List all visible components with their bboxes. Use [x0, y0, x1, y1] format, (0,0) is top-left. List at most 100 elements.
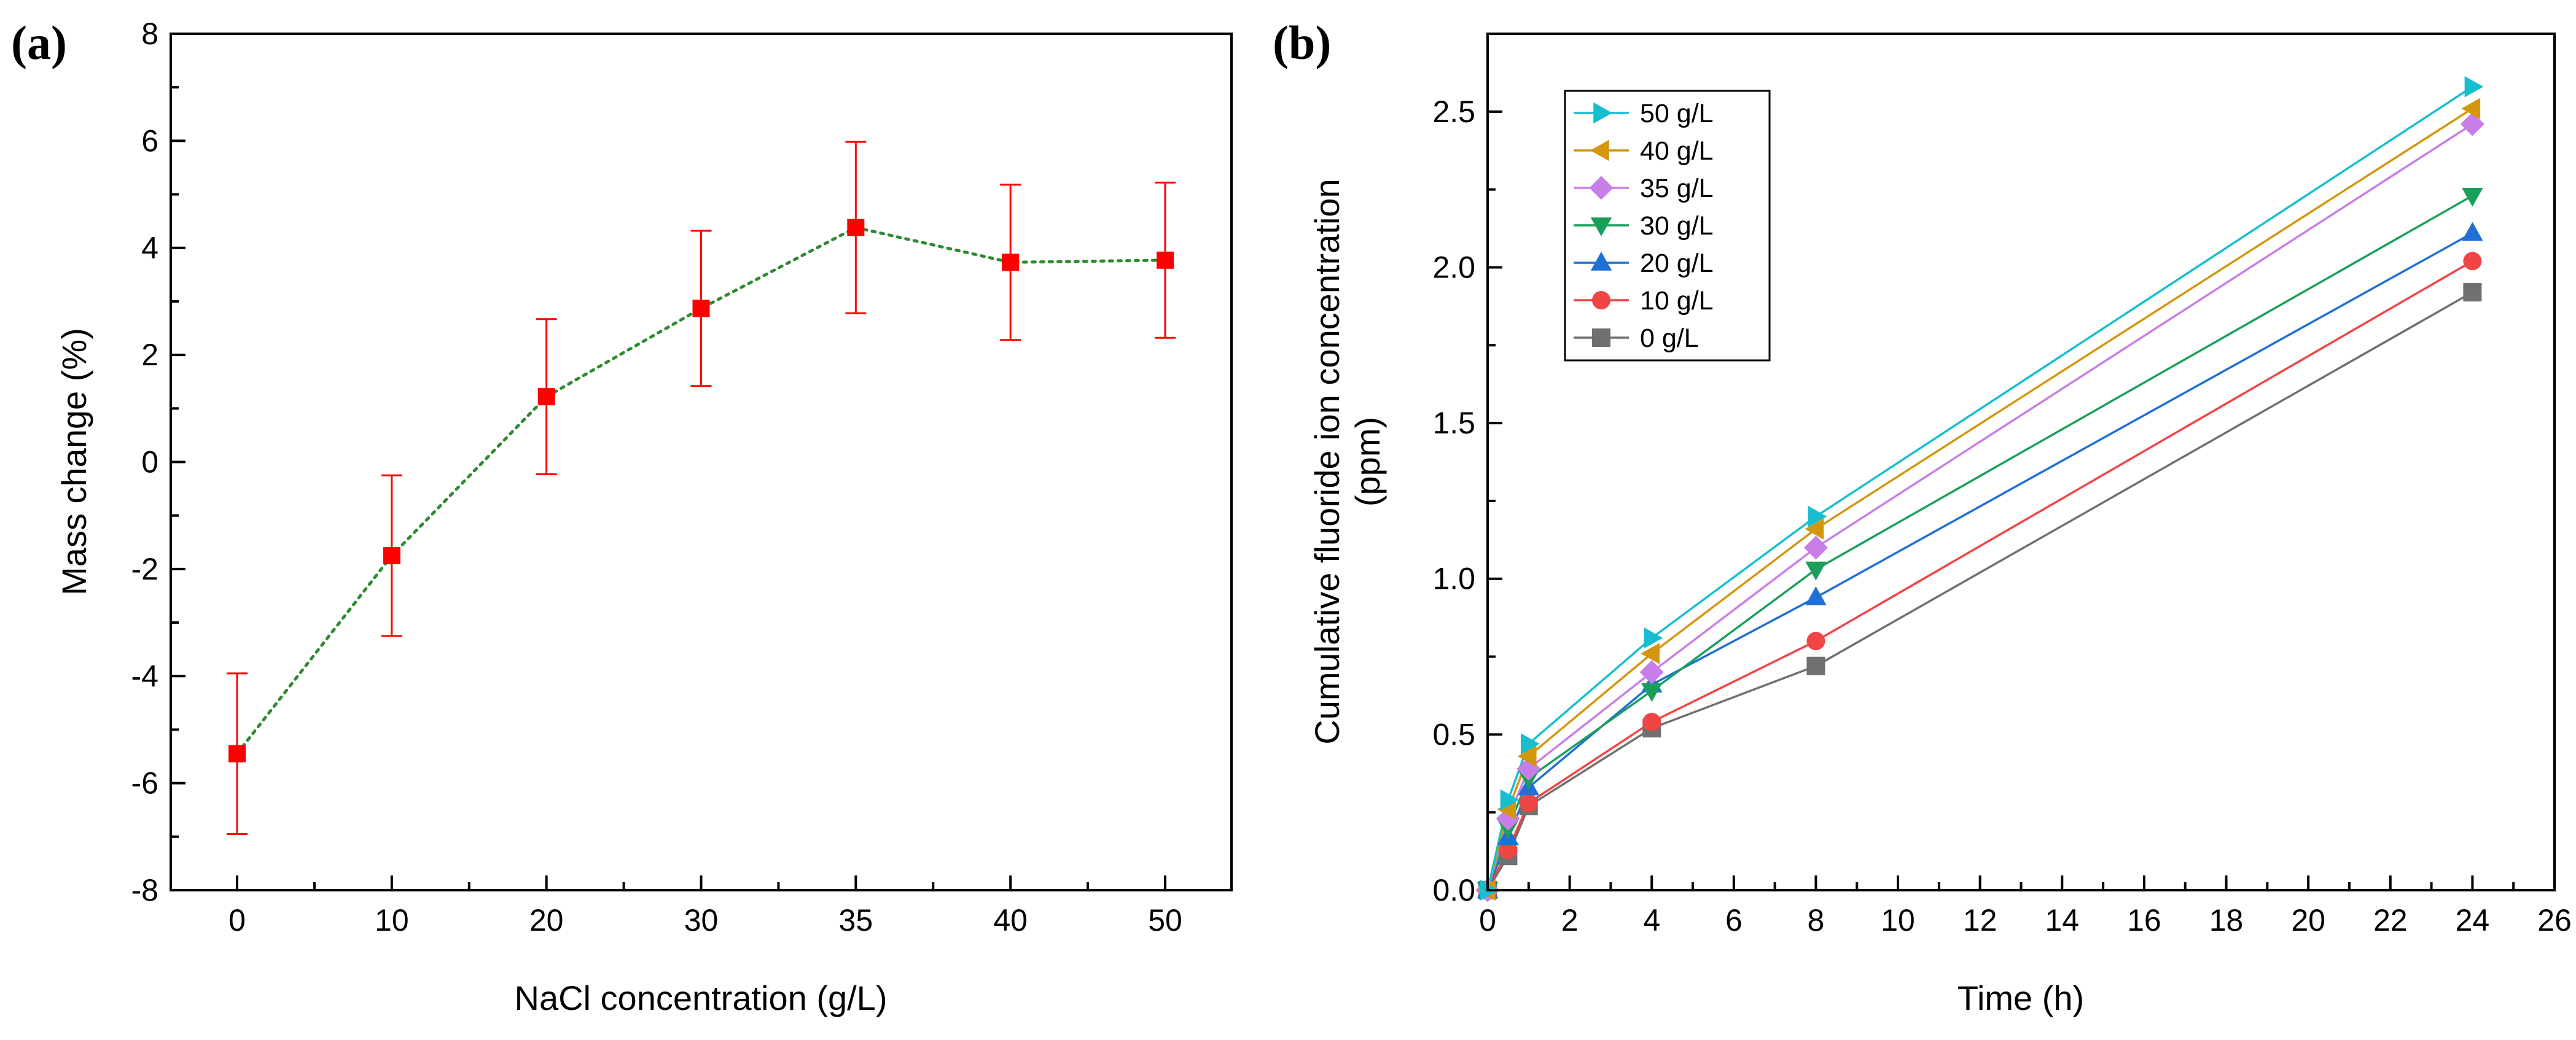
- panel-a-y-tick-label: -8: [131, 873, 158, 907]
- panel-b-x-tick-label: 10: [1881, 903, 1915, 937]
- panel-b-data-point-0-g-l: [1806, 656, 1825, 675]
- panel-b-data-point-10-g-l: [1642, 713, 1661, 732]
- panel-b-x-axis: 0 2 4 6 8 10 12 14 16 18 20 22 24 26: [1479, 875, 2572, 937]
- panel-b-y-axis-title: Cumulative fluoride ion concentration(pp…: [1308, 179, 1387, 744]
- panel-b-x-tick-label: 16: [2127, 903, 2161, 937]
- panel-b-y-axis-title-line-1: Cumulative fluoride ion concentration: [1308, 179, 1346, 744]
- panel-b-data-point-35-g-l: [1639, 660, 1664, 685]
- panel-b-data-point-35-g-l: [1803, 535, 1828, 560]
- panel-a-x-tick-label: 40: [993, 903, 1028, 937]
- panel-b-data-layer: [1475, 76, 2484, 902]
- panel-a-data-point: [692, 300, 710, 317]
- panel-b-y-tick-label: 2.0: [1432, 250, 1475, 284]
- panel-b-legend-label-50-g-l: 50 g/L: [1640, 99, 1714, 128]
- panel-a-x-tick-label: 50: [1148, 903, 1182, 937]
- panel-b-legend-label-10-g-l: 10 g/L: [1640, 286, 1714, 316]
- panel-b-legend-marker-0-g-l: [1592, 328, 1610, 347]
- panel-b-legend-label-40-g-l: 40 g/L: [1640, 136, 1714, 166]
- panel-b-legend-label-35-g-l: 35 g/L: [1640, 174, 1714, 203]
- panel-b-legend-label-0-g-l: 0 g/L: [1640, 324, 1699, 353]
- panel-b-data-point-50-g-l: [1521, 733, 1540, 755]
- panel-b-y-axis: 0.0 0.5 1.0 1.5 2.0 2.5: [1432, 95, 1502, 907]
- panel-a-x-tick-label: 20: [529, 903, 564, 937]
- panel-b-data-point-40-g-l: [2461, 98, 2481, 119]
- panel-b-y-tick-label: 1.0: [1432, 562, 1475, 596]
- panel-a-y-tick-label: 6: [141, 123, 158, 158]
- panel-a-y-tick-label: -2: [131, 552, 158, 586]
- panel-b-x-tick-label: 24: [2456, 903, 2490, 937]
- panel-b-data-point-20-g-l: [2462, 222, 2483, 241]
- panel-a-x-axis: 0 10 20 30 35 40 50: [228, 875, 1182, 937]
- panel-b-x-tick-label: 0: [1479, 903, 1496, 937]
- panel-b-data-point-10-g-l: [1806, 632, 1825, 651]
- panel-b-data-point-10-g-l: [1519, 793, 1538, 812]
- panel-b-legend: 50 g/L 40 g/L 35 g/L 30 g/L 20 g/L 10 g/L 0 g/…: [1564, 90, 1771, 362]
- panel-b-y-tick-label: 1.5: [1432, 406, 1475, 440]
- panel-b-x-tick-label: 2: [1561, 903, 1579, 937]
- panel-b-x-tick-label: 4: [1643, 903, 1660, 937]
- panel-b-data-point-40-g-l: [1641, 643, 1660, 664]
- panel-a-y-tick-label: 8: [141, 17, 158, 51]
- panel-a-y-axis-title: Mass change (%): [55, 328, 93, 596]
- panel-b-data-point-10-g-l: [1499, 840, 1518, 860]
- panel-b-legend-label-30-g-l: 30 g/L: [1640, 211, 1714, 241]
- panel-a-label: (a): [11, 16, 67, 69]
- panel-b-data-point-30-g-l: [1641, 683, 1663, 702]
- panel-b-x-tick-label: 22: [2373, 903, 2408, 937]
- panel-a-mass-change-chart: (a) -8 -6 -4 -2 0 2 4 6 8 0 10 20 30 35 40 50 NaCl con…: [11, 16, 1233, 1017]
- panel-b-x-tick-label: 6: [1725, 903, 1743, 937]
- panel-b-legend-marker-30-g-l: [1590, 217, 1612, 236]
- panel-b-y-axis-title-line-2: (ppm): [1348, 417, 1387, 506]
- panel-b-legend-marker-40-g-l: [1590, 139, 1609, 161]
- panel-b-data-point-10-g-l: [2463, 252, 2482, 271]
- panel-b-data-point-50-g-l: [1500, 789, 1520, 811]
- panel-a-data-point: [1002, 254, 1020, 271]
- panel-b-data-point-20-g-l: [1805, 586, 1827, 605]
- panel-a-data-point: [383, 547, 400, 565]
- panel-b-data-point-50-g-l: [1808, 506, 1827, 527]
- panel-a-data-point: [537, 388, 555, 406]
- panel-b-data-point-40-g-l: [1517, 745, 1537, 767]
- panel-b-data-point-50-g-l: [2464, 76, 2484, 98]
- panel-a-x-tick-label: 10: [375, 903, 409, 937]
- panel-a-data-point: [1157, 251, 1174, 269]
- panel-b-legend-label-20-g-l: 20 g/L: [1640, 249, 1714, 278]
- panel-a-data-layer: [227, 141, 1176, 835]
- panel-b-x-tick-label: 26: [2537, 903, 2572, 937]
- panel-a-x-axis-title: NaCl concentration (g/L): [515, 979, 888, 1017]
- panel-b-data-point-40-g-l: [1805, 518, 1824, 540]
- panel-b-data-point-35-g-l: [2460, 112, 2484, 136]
- panel-b-x-tick-label: 8: [1808, 903, 1825, 937]
- panel-b-legend-marker-20-g-l: [1590, 252, 1612, 271]
- panel-b-data-point-30-g-l: [1805, 561, 1827, 581]
- panel-b-y-tick-label: 2.5: [1432, 95, 1475, 129]
- panel-b-y-tick-label: 0.0: [1432, 873, 1475, 907]
- panel-b-label: (b): [1273, 16, 1331, 69]
- panel-b-legend-marker-50-g-l: [1593, 102, 1612, 124]
- panel-a-x-tick-label: 30: [684, 903, 719, 937]
- panel-a-y-tick-label: 2: [141, 338, 158, 372]
- panel-b-data-point-0-g-l: [2463, 283, 2482, 302]
- panel-b-x-tick-label: 20: [2291, 903, 2325, 937]
- panel-a-data-point: [228, 745, 246, 763]
- panel-a-x-tick-label: 0: [228, 903, 246, 937]
- panel-b-data-point-30-g-l: [2462, 188, 2483, 207]
- panel-b-data-point-50-g-l: [1644, 627, 1663, 649]
- panel-a-x-tick-label: 35: [839, 903, 873, 937]
- panel-a-y-tick-label: 0: [141, 445, 158, 479]
- panel-b-x-tick-label: 18: [2209, 903, 2244, 937]
- panel-a-y-axis: -8 -6 -4 -2 0 2 4 6 8: [131, 17, 185, 907]
- panel-b-fluoride-release-chart: (b) 0.00.51.01.52.02.5 0 2 4 6 8 10 12 14 16 18 20…: [1273, 16, 2572, 1017]
- panel-b-y-tick-label: 0.5: [1432, 717, 1475, 751]
- panel-a-y-tick-label: -4: [131, 659, 158, 693]
- panel-b-x-axis-title: Time (h): [1957, 979, 2084, 1017]
- panel-b-x-tick-label: 12: [1963, 903, 1997, 937]
- panel-b-legend-marker-10-g-l: [1592, 291, 1610, 309]
- panel-a-y-tick-label: -6: [131, 766, 158, 801]
- panel-b-legend-marker-35-g-l: [1589, 176, 1614, 200]
- panel-a-y-tick-label: 4: [141, 231, 158, 265]
- panel-b-x-tick-label: 14: [2045, 903, 2079, 937]
- panel-a-data-point: [847, 219, 865, 236]
